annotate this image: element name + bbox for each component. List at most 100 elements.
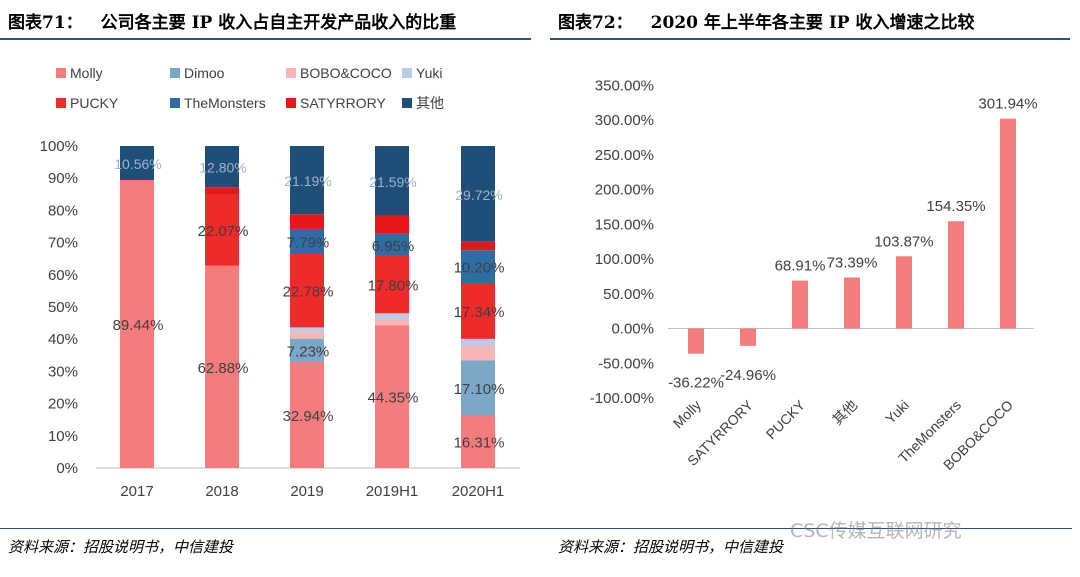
data-label: 17.10% bbox=[454, 381, 505, 398]
bar-segment-2018-其他 bbox=[205, 146, 239, 188]
y-tick-label: 70% bbox=[48, 235, 78, 252]
data-label: 29.72% bbox=[455, 187, 502, 203]
data-label: 10.56% bbox=[114, 156, 161, 172]
right-figure-title: 2020 年上半年各主要 IP 收入增速之比较 bbox=[650, 13, 975, 33]
legend-label-3: Yuki bbox=[416, 65, 442, 81]
legend-swatch-4 bbox=[56, 98, 66, 108]
growth-bar-BOBO&COCO bbox=[1000, 118, 1016, 329]
bar-segment-2020H1-TheMonsters bbox=[461, 250, 495, 284]
bar-segment-2019-TheMonsters bbox=[290, 228, 324, 255]
bar-segment-2020H1-PUCKY bbox=[461, 283, 495, 339]
data-label: -36.22% bbox=[668, 375, 724, 392]
data-label: 21.59% bbox=[369, 174, 416, 190]
x-tick-label: 2018 bbox=[205, 483, 238, 500]
bar-segment-2017-Molly bbox=[120, 180, 154, 468]
y-tick-label: 250.00% bbox=[595, 147, 654, 164]
left-figure-header: 图表71： 公司各主要 IP 收入占自主开发产品收入的比重 bbox=[8, 8, 456, 33]
y-tick-label: 150.00% bbox=[595, 216, 654, 233]
y-tick-label: 200.00% bbox=[595, 182, 654, 199]
growth-bar-SATYRRORY bbox=[740, 328, 756, 346]
legend-swatch-0 bbox=[56, 68, 66, 78]
y-tick-label: 10% bbox=[48, 428, 78, 445]
data-label: 7.23% bbox=[287, 343, 330, 360]
legend-label-1: Dimoo bbox=[184, 65, 225, 81]
x-tick-label: 2017 bbox=[120, 483, 153, 500]
bar-segment-2020H1-BOBO&COCO bbox=[461, 345, 495, 361]
y-tick-label: 60% bbox=[48, 267, 78, 284]
data-label: 89.44% bbox=[113, 317, 164, 334]
y-tick-label: -100.00% bbox=[590, 390, 654, 407]
data-label: 32.94% bbox=[283, 408, 334, 425]
data-label: 154.35% bbox=[926, 198, 985, 215]
growth-bar-Yuki bbox=[896, 256, 912, 329]
right-header-rule bbox=[550, 38, 1070, 40]
data-label: 301.94% bbox=[978, 96, 1037, 113]
data-label: 68.91% bbox=[775, 258, 826, 275]
legend-label-5: TheMonsters bbox=[184, 95, 266, 111]
growth-bar-Molly bbox=[688, 328, 704, 354]
bar-segment-2018-SATYRRORY bbox=[205, 187, 239, 195]
y-tick-label: 0.00% bbox=[611, 321, 654, 338]
x-tick-label: 2020H1 bbox=[452, 483, 505, 500]
bottom-rule bbox=[0, 528, 1072, 529]
left-figure-title: 公司各主要 IP 收入占自主开发产品收入的比重 bbox=[100, 13, 457, 33]
bar-segment-2019-BOBO&COCO bbox=[290, 332, 324, 339]
legend-label-7: 其他 bbox=[416, 95, 444, 111]
y-tick-label: 50.00% bbox=[603, 286, 654, 303]
left-source-note: 资料来源：招股说明书，中信建投 bbox=[8, 538, 234, 556]
watermark: CSC传媒互联网研究 bbox=[790, 520, 962, 542]
y-tick-label: 350.00% bbox=[595, 77, 654, 94]
right-source-note: 资料来源：招股说明书，中信建投 bbox=[558, 538, 784, 556]
growth-bar-chart: -100.00% -50.00% 0.00% 50.00% 100.00% 150.00%… bbox=[590, 77, 1038, 473]
y-tick-label: 50% bbox=[48, 299, 78, 316]
bar-segment-2019-Molly bbox=[290, 361, 324, 468]
legend-label-4: PUCKY bbox=[70, 95, 119, 111]
data-label: 17.34% bbox=[454, 304, 505, 321]
bar-segment-2019H1-Molly bbox=[375, 325, 409, 468]
legend-swatch-1 bbox=[170, 68, 180, 78]
legend-swatch-5 bbox=[170, 98, 180, 108]
data-label: 73.39% bbox=[827, 254, 878, 271]
bar-segment-2020H1-Molly bbox=[461, 415, 495, 468]
x-tick-label: 2019 bbox=[290, 483, 323, 500]
bar-segment-2019-Yuki bbox=[290, 327, 324, 333]
legend-swatch-7 bbox=[402, 98, 412, 108]
data-label: 6.95% bbox=[372, 238, 415, 255]
y-tick-label: 300.00% bbox=[595, 112, 654, 129]
left-figure-number: 图表71： bbox=[8, 13, 83, 33]
legend-swatch-3 bbox=[402, 68, 412, 78]
right-figure-header: 图表72： 2020 年上半年各主要 IP 收入增速之比较 bbox=[558, 8, 974, 33]
bar-segment-2018-PUCKY bbox=[205, 194, 239, 266]
growth-bar-其他 bbox=[844, 277, 860, 329]
growth-bar-TheMonsters bbox=[948, 221, 964, 329]
stacked-share-chart: Molly Dimoo BOBO&COCO Yuki PUCKY TheMonsters S… bbox=[40, 65, 520, 500]
y-tick-label: 20% bbox=[48, 396, 78, 413]
bar-segment-2019-其他 bbox=[290, 146, 324, 215]
data-label: 17.80% bbox=[368, 278, 419, 295]
bar-segment-2020H1-其他 bbox=[461, 146, 495, 242]
bar-segment-2020H1-SATYRRORY bbox=[461, 241, 495, 251]
data-label: 22.07% bbox=[198, 223, 249, 240]
data-label: 62.88% bbox=[198, 360, 249, 377]
data-label: 16.31% bbox=[454, 435, 505, 452]
data-label: -24.96% bbox=[720, 367, 776, 384]
y-tick-label: 30% bbox=[48, 363, 78, 380]
y-tick-label: 90% bbox=[48, 170, 78, 187]
y-tick-label: 0% bbox=[56, 460, 78, 477]
data-label: 44.35% bbox=[368, 390, 419, 407]
legend-label-0: Molly bbox=[70, 65, 103, 81]
x-tick-label: PUCKY bbox=[763, 396, 809, 442]
bar-segment-2018-Molly bbox=[205, 265, 239, 468]
bar-segment-2019H1-Yuki bbox=[375, 313, 409, 320]
y-tick-label: 80% bbox=[48, 202, 78, 219]
data-label: 12.80% bbox=[199, 160, 246, 176]
bar-segment-2019-Dimoo bbox=[290, 338, 324, 362]
legend-label-6: SATYRRORY bbox=[300, 95, 386, 111]
bar-segment-2017-其他 bbox=[120, 146, 154, 181]
bar-segment-2019H1-PUCKY bbox=[375, 255, 409, 314]
y-tick-label: 100% bbox=[40, 138, 78, 155]
x-tick-label: 2019H1 bbox=[366, 483, 419, 500]
x-tick-label: Molly bbox=[670, 397, 704, 431]
y-tick-label: 100.00% bbox=[595, 251, 654, 268]
x-tick-label: 其他 bbox=[829, 397, 860, 428]
